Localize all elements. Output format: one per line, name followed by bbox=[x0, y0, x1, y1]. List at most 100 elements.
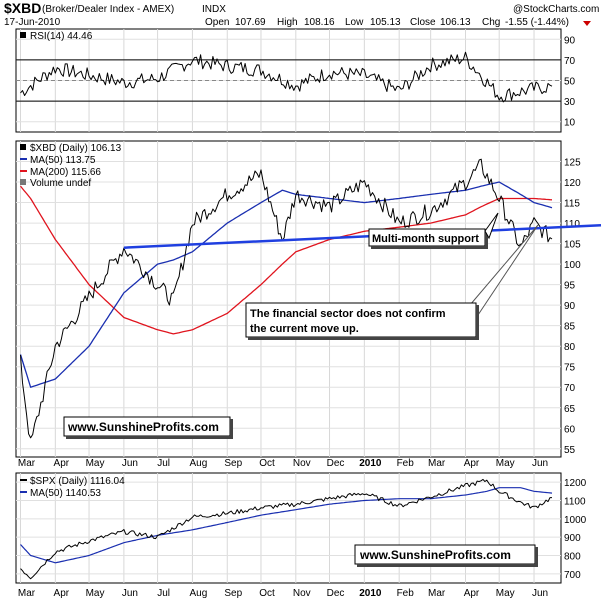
low-label: Low bbox=[345, 17, 364, 28]
x-axis-label: Apr bbox=[464, 588, 480, 599]
low-value: 105.13 bbox=[370, 17, 401, 28]
multi-month-support-line bbox=[123, 224, 602, 249]
x-axis-label: Jun bbox=[532, 458, 548, 469]
support-callout-shadow bbox=[485, 231, 488, 248]
symbol-title: $XBD bbox=[4, 0, 41, 16]
y-tick-label: 90 bbox=[564, 35, 576, 46]
note-callout-shadow bbox=[476, 305, 479, 340]
x-axis-label: Aug bbox=[190, 458, 208, 469]
tick-labels-layer: 90 70 50 30 10 125 120 115 110 105 100 95 90 85 80 75 70… bbox=[564, 35, 587, 581]
x-axis-label: May bbox=[86, 588, 105, 599]
x-axis-label: Oct bbox=[259, 588, 275, 599]
y-tick-label: 1100 bbox=[564, 497, 586, 508]
y-tick-label: 85 bbox=[564, 322, 576, 333]
website-box-blue-shadow-bottom bbox=[66, 436, 233, 439]
y-tick-label: 110 bbox=[564, 219, 580, 230]
support-callout-pointer bbox=[484, 212, 499, 240]
chart-date: 17-Jun-2010 bbox=[4, 17, 61, 28]
y-tick-label: 125 bbox=[564, 158, 581, 169]
website-box-red-shadow-bottom bbox=[357, 564, 538, 567]
grid-layer bbox=[16, 29, 561, 583]
website-link-blue[interactable]: www.SunshineProfits.com bbox=[67, 420, 219, 434]
x-axis-label: May bbox=[496, 458, 515, 469]
website-box-red[interactable]: www.SunshineProfits.com bbox=[354, 544, 538, 567]
ma200-line bbox=[19, 185, 553, 335]
x-axis-label: May bbox=[496, 588, 515, 599]
y-tick-label: 65 bbox=[564, 404, 576, 415]
x-axis-label: Feb bbox=[397, 588, 415, 599]
x-axis-label: Oct bbox=[259, 458, 275, 469]
spx-price-line bbox=[20, 478, 552, 580]
website-box-blue-shadow bbox=[230, 419, 233, 438]
y-tick-label: 30 bbox=[564, 97, 576, 108]
support-callout-shadow-bottom bbox=[371, 246, 488, 249]
y-tick-label: 800 bbox=[564, 552, 581, 563]
x-axis-label: Jun bbox=[122, 458, 138, 469]
x-axis-label: Mar bbox=[18, 458, 36, 469]
y-tick-label: 80 bbox=[564, 342, 576, 353]
y-tick-label: 60 bbox=[564, 424, 576, 435]
series-layer bbox=[19, 51, 553, 580]
xbd-price-line bbox=[20, 158, 553, 439]
price-legend: $XBD (Daily) 106.13 MA(50) 113.75 MA(200… bbox=[20, 143, 122, 189]
high-label: High bbox=[277, 17, 298, 28]
x-axis-label: Jul bbox=[157, 588, 170, 599]
ma50-line bbox=[19, 181, 553, 388]
website-box-red-shadow bbox=[535, 547, 538, 566]
x-axis-label: Dec bbox=[327, 458, 345, 469]
chg-value: -1.55 (-1.44%) bbox=[505, 17, 569, 28]
x-axis-label: Sep bbox=[224, 458, 242, 469]
price-legend-main: $XBD (Daily) 106.13 bbox=[30, 143, 122, 154]
spx-legend: $SPX (Daily) 1116.04 MA(50) 1140.53 bbox=[20, 476, 125, 499]
price-legend-ma200: MA(200) 115.66 bbox=[30, 167, 101, 178]
support-callout: Multi-month support bbox=[368, 212, 499, 249]
price-legend-volume: Volume undef bbox=[30, 178, 91, 189]
rsi-legend-text: RSI(14) 44.46 bbox=[30, 31, 93, 42]
rsi-legend-swatch bbox=[20, 32, 26, 38]
x-axis-label: Apr bbox=[54, 458, 70, 469]
x-axis-label: Apr bbox=[54, 588, 70, 599]
symbol-name: (Broker/Dealer Index - AMEX) bbox=[42, 4, 174, 15]
y-tick-label: 10 bbox=[564, 118, 576, 129]
y-tick-label: 115 bbox=[564, 199, 580, 210]
x-axis-label: Aug bbox=[190, 588, 208, 599]
x-axis-label: Jul bbox=[157, 458, 170, 469]
note-callout: The financial sector does not confirm th… bbox=[245, 224, 539, 340]
x-axis-label: Dec bbox=[327, 588, 345, 599]
website-link-red[interactable]: www.SunshineProfits.com bbox=[359, 548, 511, 562]
x-axis-label: Mar bbox=[428, 458, 446, 469]
open-value: 107.69 bbox=[235, 17, 266, 28]
chg-label: Chg bbox=[482, 17, 500, 28]
chg-down-arrow-icon bbox=[583, 21, 591, 26]
x-axis-label: Nov bbox=[293, 458, 311, 469]
x-axis-label: 2010 bbox=[359, 458, 382, 469]
spx-legend-main: $SPX (Daily) 1116.04 bbox=[30, 476, 125, 487]
note-line-1: The financial sector does not confirm bbox=[250, 308, 446, 320]
x-axis-label: Jun bbox=[122, 588, 138, 599]
y-tick-label: 50 bbox=[564, 77, 576, 88]
price-legend-ma50: MA(50) 113.75 bbox=[30, 155, 96, 166]
y-tick-label: 55 bbox=[564, 445, 576, 456]
y-tick-label: 1200 bbox=[564, 478, 587, 489]
close-value: 106.13 bbox=[440, 17, 471, 28]
website-box-blue[interactable]: www.SunshineProfits.com bbox=[63, 416, 233, 439]
y-tick-label: 105 bbox=[564, 240, 581, 251]
open-label: Open bbox=[205, 17, 229, 28]
stockcharts-watermark: @StockCharts.com bbox=[513, 4, 599, 15]
price-panel-frame bbox=[15, 140, 562, 458]
y-tick-label: 70 bbox=[564, 56, 576, 67]
exchange-label: INDX bbox=[202, 4, 226, 15]
high-value: 108.16 bbox=[304, 17, 335, 28]
x-axis-label: 2010 bbox=[359, 588, 382, 599]
y-tick-label: 95 bbox=[564, 281, 576, 292]
x-axis-label: Mar bbox=[428, 588, 446, 599]
rsi-line bbox=[20, 51, 553, 103]
y-tick-label: 900 bbox=[564, 533, 581, 544]
rsi-legend: RSI(14) 44.46 bbox=[20, 31, 93, 42]
x-axis-label: Nov bbox=[293, 588, 311, 599]
x-axis-label: Apr bbox=[464, 458, 480, 469]
y-tick-label: 75 bbox=[564, 363, 576, 374]
volume-legend-swatch bbox=[20, 179, 26, 185]
y-tick-label: 1000 bbox=[564, 515, 587, 526]
